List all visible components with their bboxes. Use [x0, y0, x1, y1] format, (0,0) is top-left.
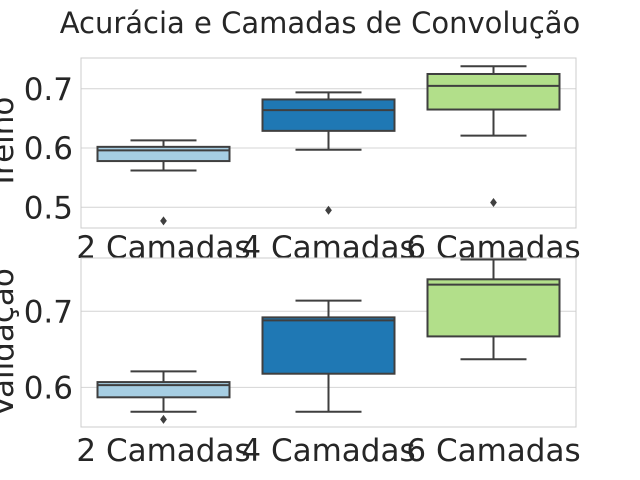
box-body — [96, 145, 231, 163]
box-body — [261, 316, 396, 375]
chart-title: Acurácia e Camadas de Convolução — [60, 6, 581, 40]
box-body — [426, 72, 561, 111]
x-tick-label: 2 Camadas — [76, 433, 250, 469]
x-tick-label: 4 Camadas — [241, 433, 415, 469]
outlier-point — [160, 216, 167, 226]
box-2-camadas — [96, 370, 231, 424]
box-body — [261, 98, 396, 132]
outlier-point — [160, 414, 167, 424]
box-4-camadas — [261, 299, 396, 413]
y-axis-label: Treino — [0, 97, 21, 191]
outlier-point — [490, 198, 497, 208]
y-tick-label: 0.6 — [24, 131, 73, 167]
y-tick-label: 0.7 — [24, 72, 73, 108]
box-6-camadas — [426, 258, 561, 361]
axes-frame — [80, 57, 577, 229]
box-2-camadas — [96, 139, 231, 226]
axes-frame — [80, 257, 577, 428]
box-6-camadas — [426, 65, 561, 208]
y-axis-label: Validação — [0, 268, 21, 417]
box-body — [426, 278, 561, 338]
y-tick-label: 0.5 — [24, 190, 73, 226]
x-tick-label: 6 Camadas — [406, 433, 580, 469]
y-tick-label: 0.6 — [24, 370, 73, 406]
box-4-camadas — [261, 91, 396, 215]
y-tick-label: 0.7 — [24, 294, 73, 330]
outlier-point — [325, 205, 332, 215]
